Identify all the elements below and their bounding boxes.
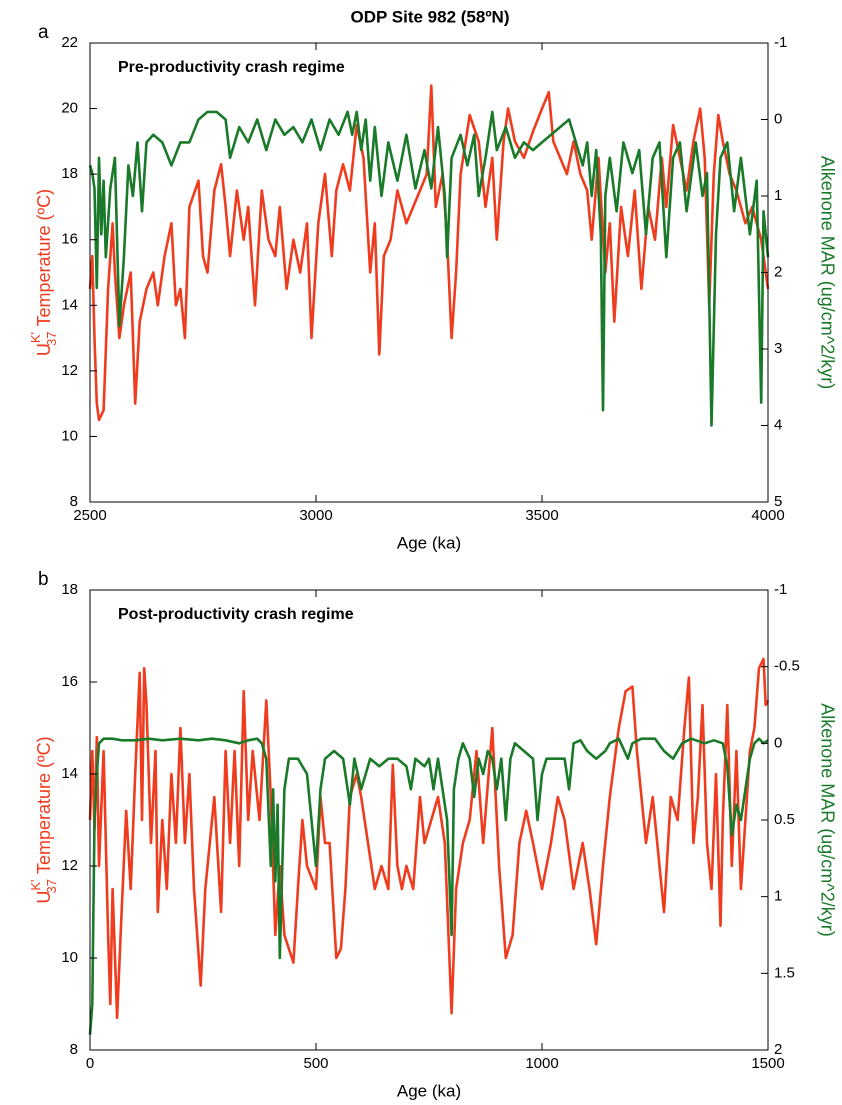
x-tick-label: 500	[303, 1055, 328, 1072]
y-axis-label-part: 37	[44, 332, 59, 346]
y2-axis-label: Alkenone MAR (ug/cm^2/kyr)	[817, 703, 837, 937]
y-tick-label: 20	[61, 100, 78, 117]
y-tick-label: 16	[61, 673, 78, 690]
y2-tick-label: 0.5	[774, 811, 795, 828]
y-axis-label: UK'37 Temperature (ºC)	[28, 189, 59, 356]
y-tick-label: 18	[61, 581, 78, 598]
y-tick-label: 8	[70, 1041, 78, 1058]
y-axis-label: UK'37 Temperature (ºC)	[28, 736, 59, 903]
y-axis-label-part: U	[34, 891, 54, 904]
figure-title: ODP Site 982 (58ºN)	[351, 7, 510, 26]
annotation: Post-productivity crash regime	[118, 606, 354, 623]
y2-axis-label: Alkenone MAR (ug/cm^2/kyr)	[817, 156, 837, 390]
y-axis-label-part: K'	[28, 332, 43, 343]
y-tick-label: 14	[61, 765, 78, 782]
panel-label: a	[38, 22, 49, 43]
x-axis-label: Age (ka)	[397, 533, 461, 552]
y2-tick-label: 2	[774, 263, 782, 280]
y-tick-label: 10	[61, 427, 78, 444]
data-line	[88, 737, 769, 1035]
y2-tick-label: 1	[774, 187, 782, 204]
y2-tick-label: -1	[774, 34, 787, 51]
y-tick-label: 14	[61, 296, 78, 313]
y2-tick-label: 3	[774, 340, 782, 357]
x-tick-label: 1000	[525, 1055, 558, 1072]
data-line	[88, 110, 770, 427]
panel-label: b	[38, 569, 49, 590]
annotation: Pre-productivity crash regime	[118, 59, 345, 76]
x-axis-label: Age (ka)	[397, 1081, 461, 1100]
y-tick-label: 12	[61, 362, 78, 379]
y2-tick-label: -0.5	[774, 658, 800, 675]
y-axis-label-part: U	[34, 343, 54, 356]
y2-tick-label: 2	[774, 1041, 782, 1058]
y-axis-label-part: Temperature (ºC)	[34, 736, 54, 874]
y-tick-label: 12	[61, 857, 78, 874]
x-tick-label: 3000	[299, 507, 332, 524]
data-line	[88, 657, 770, 1020]
y2-tick-label: 1.5	[774, 964, 795, 981]
y2-tick-label: 1	[774, 888, 782, 905]
x-tick-label: 0	[86, 1055, 94, 1072]
y-axis-label-part: 37	[44, 879, 59, 893]
y-tick-label: 16	[61, 231, 78, 248]
y2-tick-label: 5	[774, 493, 782, 510]
y-tick-label: 18	[61, 165, 78, 182]
x-tick-label: 1500	[751, 1055, 784, 1072]
y-tick-label: 8	[70, 493, 78, 510]
y-tick-label: 22	[61, 34, 78, 51]
y-axis-label-part: Temperature (ºC)	[34, 189, 54, 327]
x-tick-label: 2500	[73, 507, 106, 524]
y2-tick-label: 0	[774, 110, 782, 127]
y-tick-label: 10	[61, 949, 78, 966]
y2-tick-label: -1	[774, 581, 787, 598]
x-tick-label: 4000	[751, 507, 784, 524]
x-tick-label: 3500	[525, 507, 558, 524]
y2-tick-label: 4	[774, 416, 782, 433]
y-axis-label-part: K'	[28, 879, 43, 890]
y2-tick-label: 0	[774, 734, 782, 751]
